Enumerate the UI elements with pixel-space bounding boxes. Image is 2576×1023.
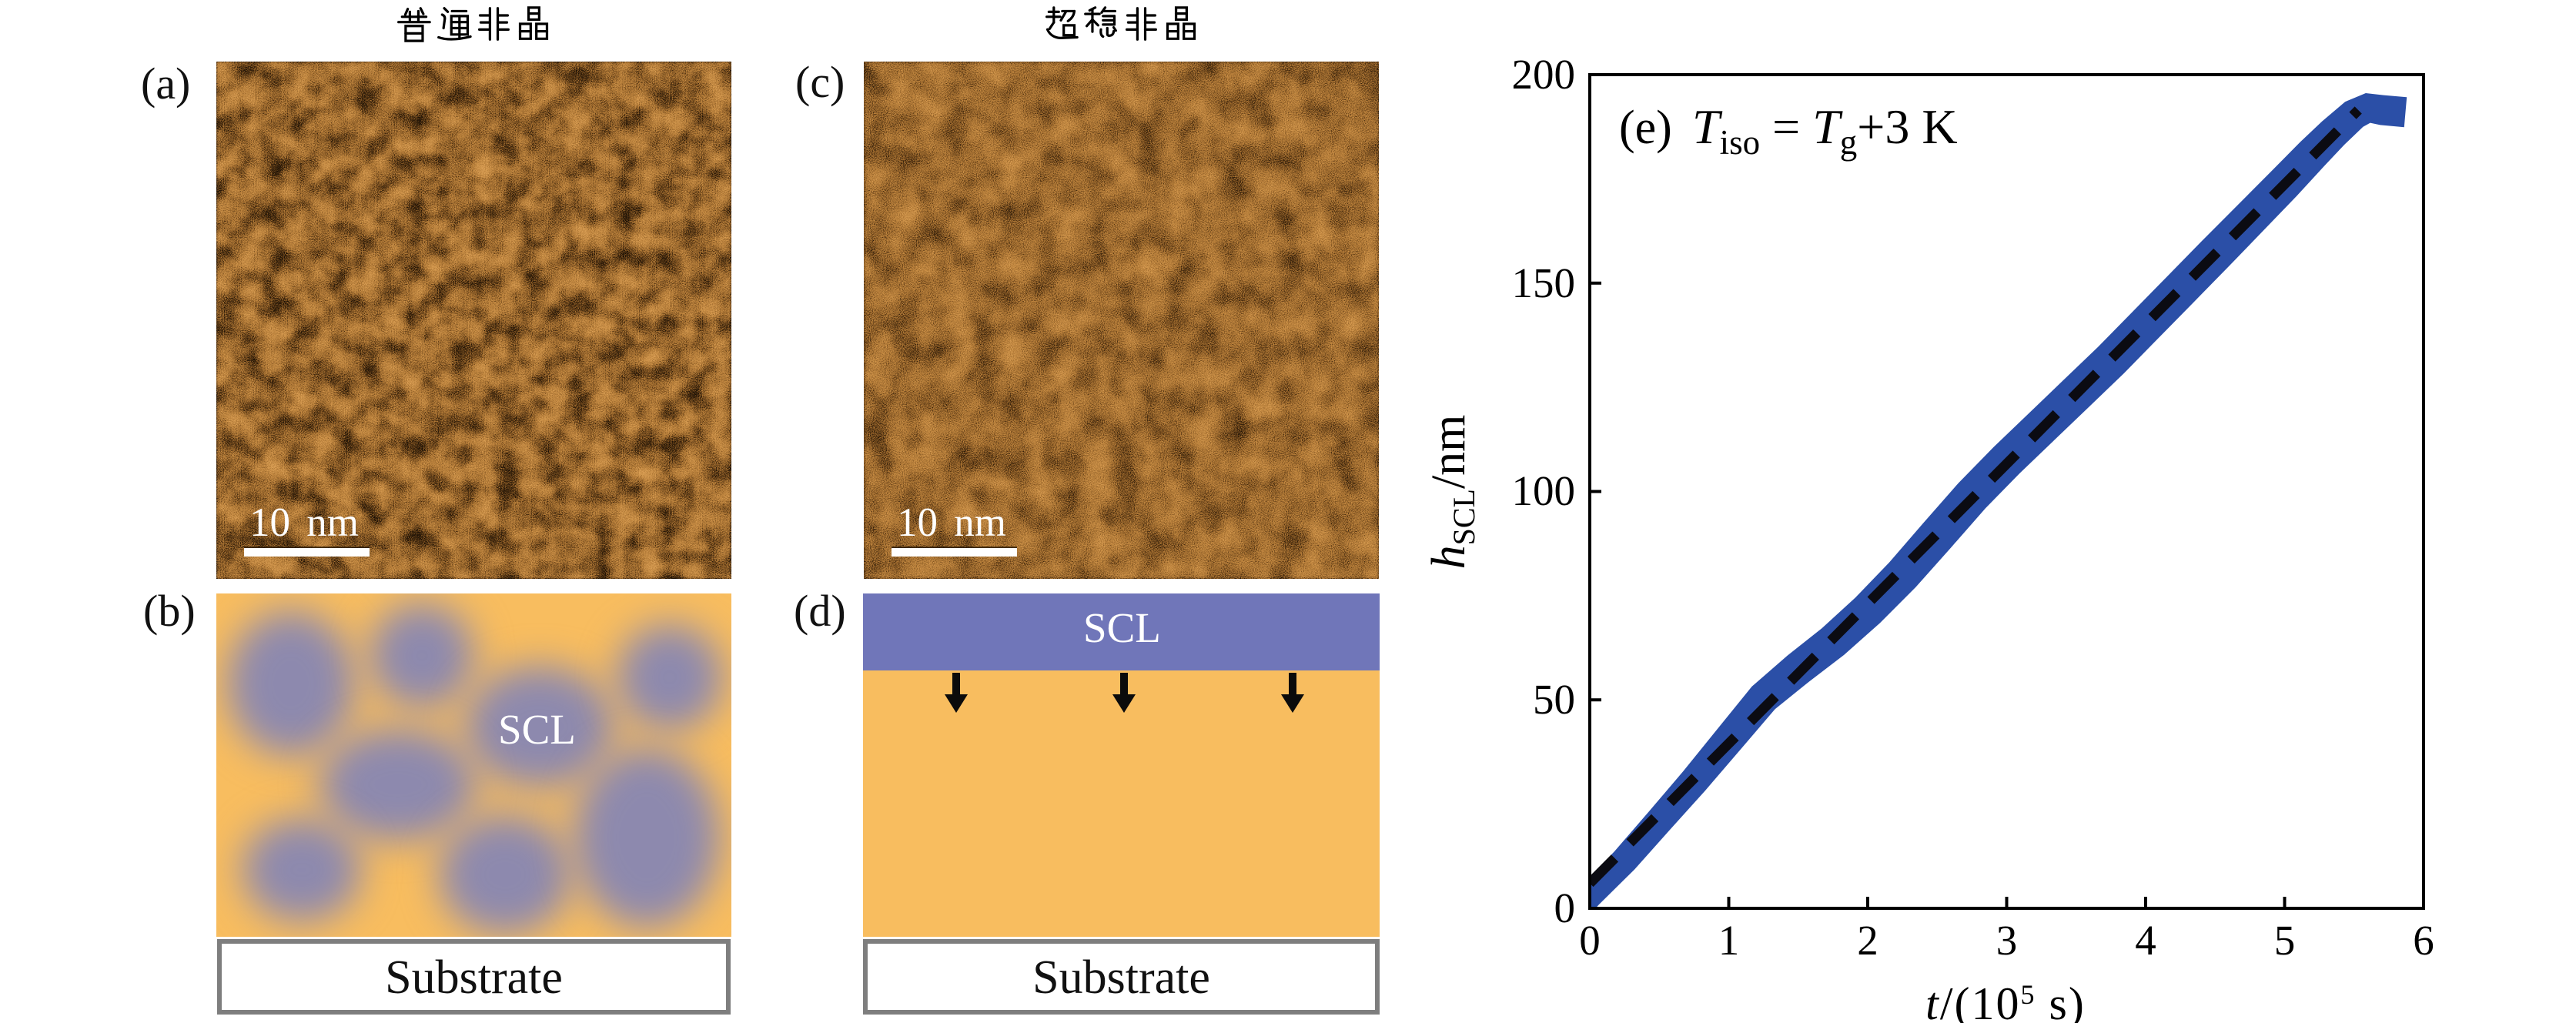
svg-text:4: 4: [2135, 917, 2156, 964]
svg-text:150: 150: [1512, 259, 1576, 306]
svg-text:6: 6: [2413, 917, 2434, 964]
svg-text:0: 0: [1579, 917, 1601, 964]
svg-text:(e): (e): [1619, 102, 1672, 154]
svg-text:50: 50: [1533, 676, 1575, 723]
svg-text:1: 1: [1718, 917, 1740, 964]
svg-text:3: 3: [1996, 917, 2018, 964]
svg-text:100: 100: [1512, 467, 1576, 514]
svg-text:Tiso = Tg+3 K: Tiso = Tg+3 K: [1692, 99, 1958, 162]
svg-text:5: 5: [2274, 917, 2296, 964]
svg-text:hSCL/nm: hSCL/nm: [1424, 415, 1481, 570]
svg-text:t/(105 s): t/(105 s): [1925, 978, 2086, 1023]
svg-text:200: 200: [1512, 51, 1576, 98]
svg-text:0: 0: [1554, 884, 1576, 931]
svg-text:2: 2: [1857, 917, 1878, 964]
